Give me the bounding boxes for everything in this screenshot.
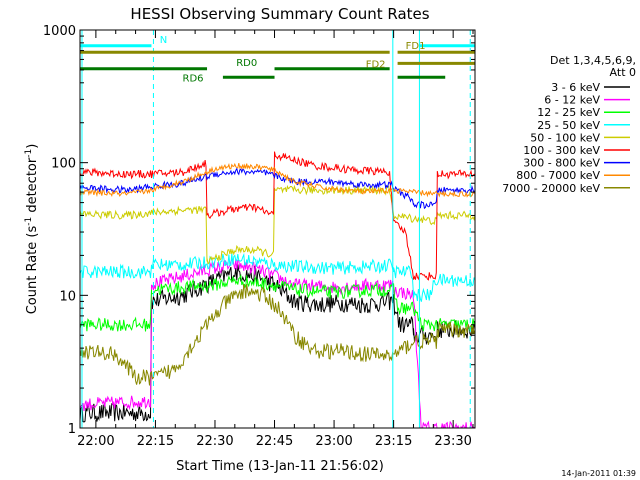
series-line-6 bbox=[80, 167, 475, 210]
y-tick-label-1: 10 bbox=[59, 289, 76, 304]
series-line-4 bbox=[80, 184, 475, 265]
y-tick-label-3: 1000 bbox=[43, 24, 76, 39]
series-line-7 bbox=[80, 162, 475, 198]
x-axis-label: Start Time (13-Jan-11 21:56:02) bbox=[176, 459, 384, 474]
plot-frame bbox=[79, 29, 476, 429]
timestamp: 14-Jan-2011 01:39 bbox=[561, 469, 636, 478]
series-line-0 bbox=[80, 264, 475, 423]
x-axis-ticks: 22:00 22:15 22:30 22:45 23:00 23:15 23:30 bbox=[77, 30, 474, 449]
series-line-1 bbox=[80, 258, 475, 428]
legend-header-line2: Att 0 bbox=[610, 66, 636, 79]
legend-label-6: 300 - 800 keV bbox=[523, 157, 600, 170]
state-bar-label-4: RD6 bbox=[183, 73, 204, 84]
y-tick-label-2: 100 bbox=[51, 157, 76, 172]
legend-label-7: 800 - 7000 keV bbox=[516, 169, 600, 182]
state-bar-label-2: FD2 bbox=[366, 59, 386, 70]
legend-label-1: 6 - 12 keV bbox=[544, 94, 600, 107]
x-tick-label-1: 22:15 bbox=[137, 434, 174, 449]
state-bar-label-3: RD0 bbox=[236, 58, 257, 69]
x-tick-label-2: 22:30 bbox=[196, 434, 233, 449]
series-line-3 bbox=[80, 252, 475, 302]
y-axis-label-end: ) bbox=[25, 144, 40, 149]
chart-title: HESSI Observing Summary Count Rates bbox=[130, 5, 429, 23]
y-axis-label-mid: detector bbox=[25, 157, 40, 217]
y-axis-ticks: 1 10 100 1000 bbox=[43, 24, 475, 437]
plot-content bbox=[80, 30, 475, 428]
series-line-2 bbox=[80, 273, 475, 332]
legend-label-5: 100 - 300 keV bbox=[523, 144, 600, 157]
series-line-8 bbox=[80, 283, 475, 386]
series-line-5 bbox=[80, 151, 475, 281]
y-axis-label-main: Count Rate (s bbox=[25, 226, 40, 315]
legend-label-3: 25 - 50 keV bbox=[537, 119, 600, 132]
y-axis-label-sup: -1 bbox=[24, 217, 34, 226]
legend-header-line1: Det 1,3,4,5,6,9, bbox=[550, 54, 636, 67]
state-bar-label-0: N bbox=[160, 35, 167, 46]
x-tick-label-0: 22:00 bbox=[77, 434, 114, 449]
y-tick-label-0: 1 bbox=[68, 422, 76, 437]
legend-label-2: 12 - 25 keV bbox=[537, 106, 600, 119]
y-axis-label-sup2: -1 bbox=[24, 149, 34, 158]
state-bar-label-1: FD1 bbox=[406, 41, 426, 52]
legend-label-8: 7000 - 20000 keV bbox=[502, 182, 600, 195]
x-tick-label-6: 23:30 bbox=[434, 434, 471, 449]
x-tick-label-5: 23:15 bbox=[375, 434, 412, 449]
legend-label-4: 50 - 100 keV bbox=[530, 131, 600, 144]
x-tick-label-3: 22:45 bbox=[256, 434, 293, 449]
plot-area: N FD1 FD2 RD0 RD6 bbox=[80, 30, 475, 428]
y-axis-label: Count Rate (s-1 detector-1) bbox=[24, 144, 40, 315]
x-tick-label-4: 23:00 bbox=[315, 434, 352, 449]
legend-label-0: 3 - 6 keV bbox=[551, 81, 600, 94]
